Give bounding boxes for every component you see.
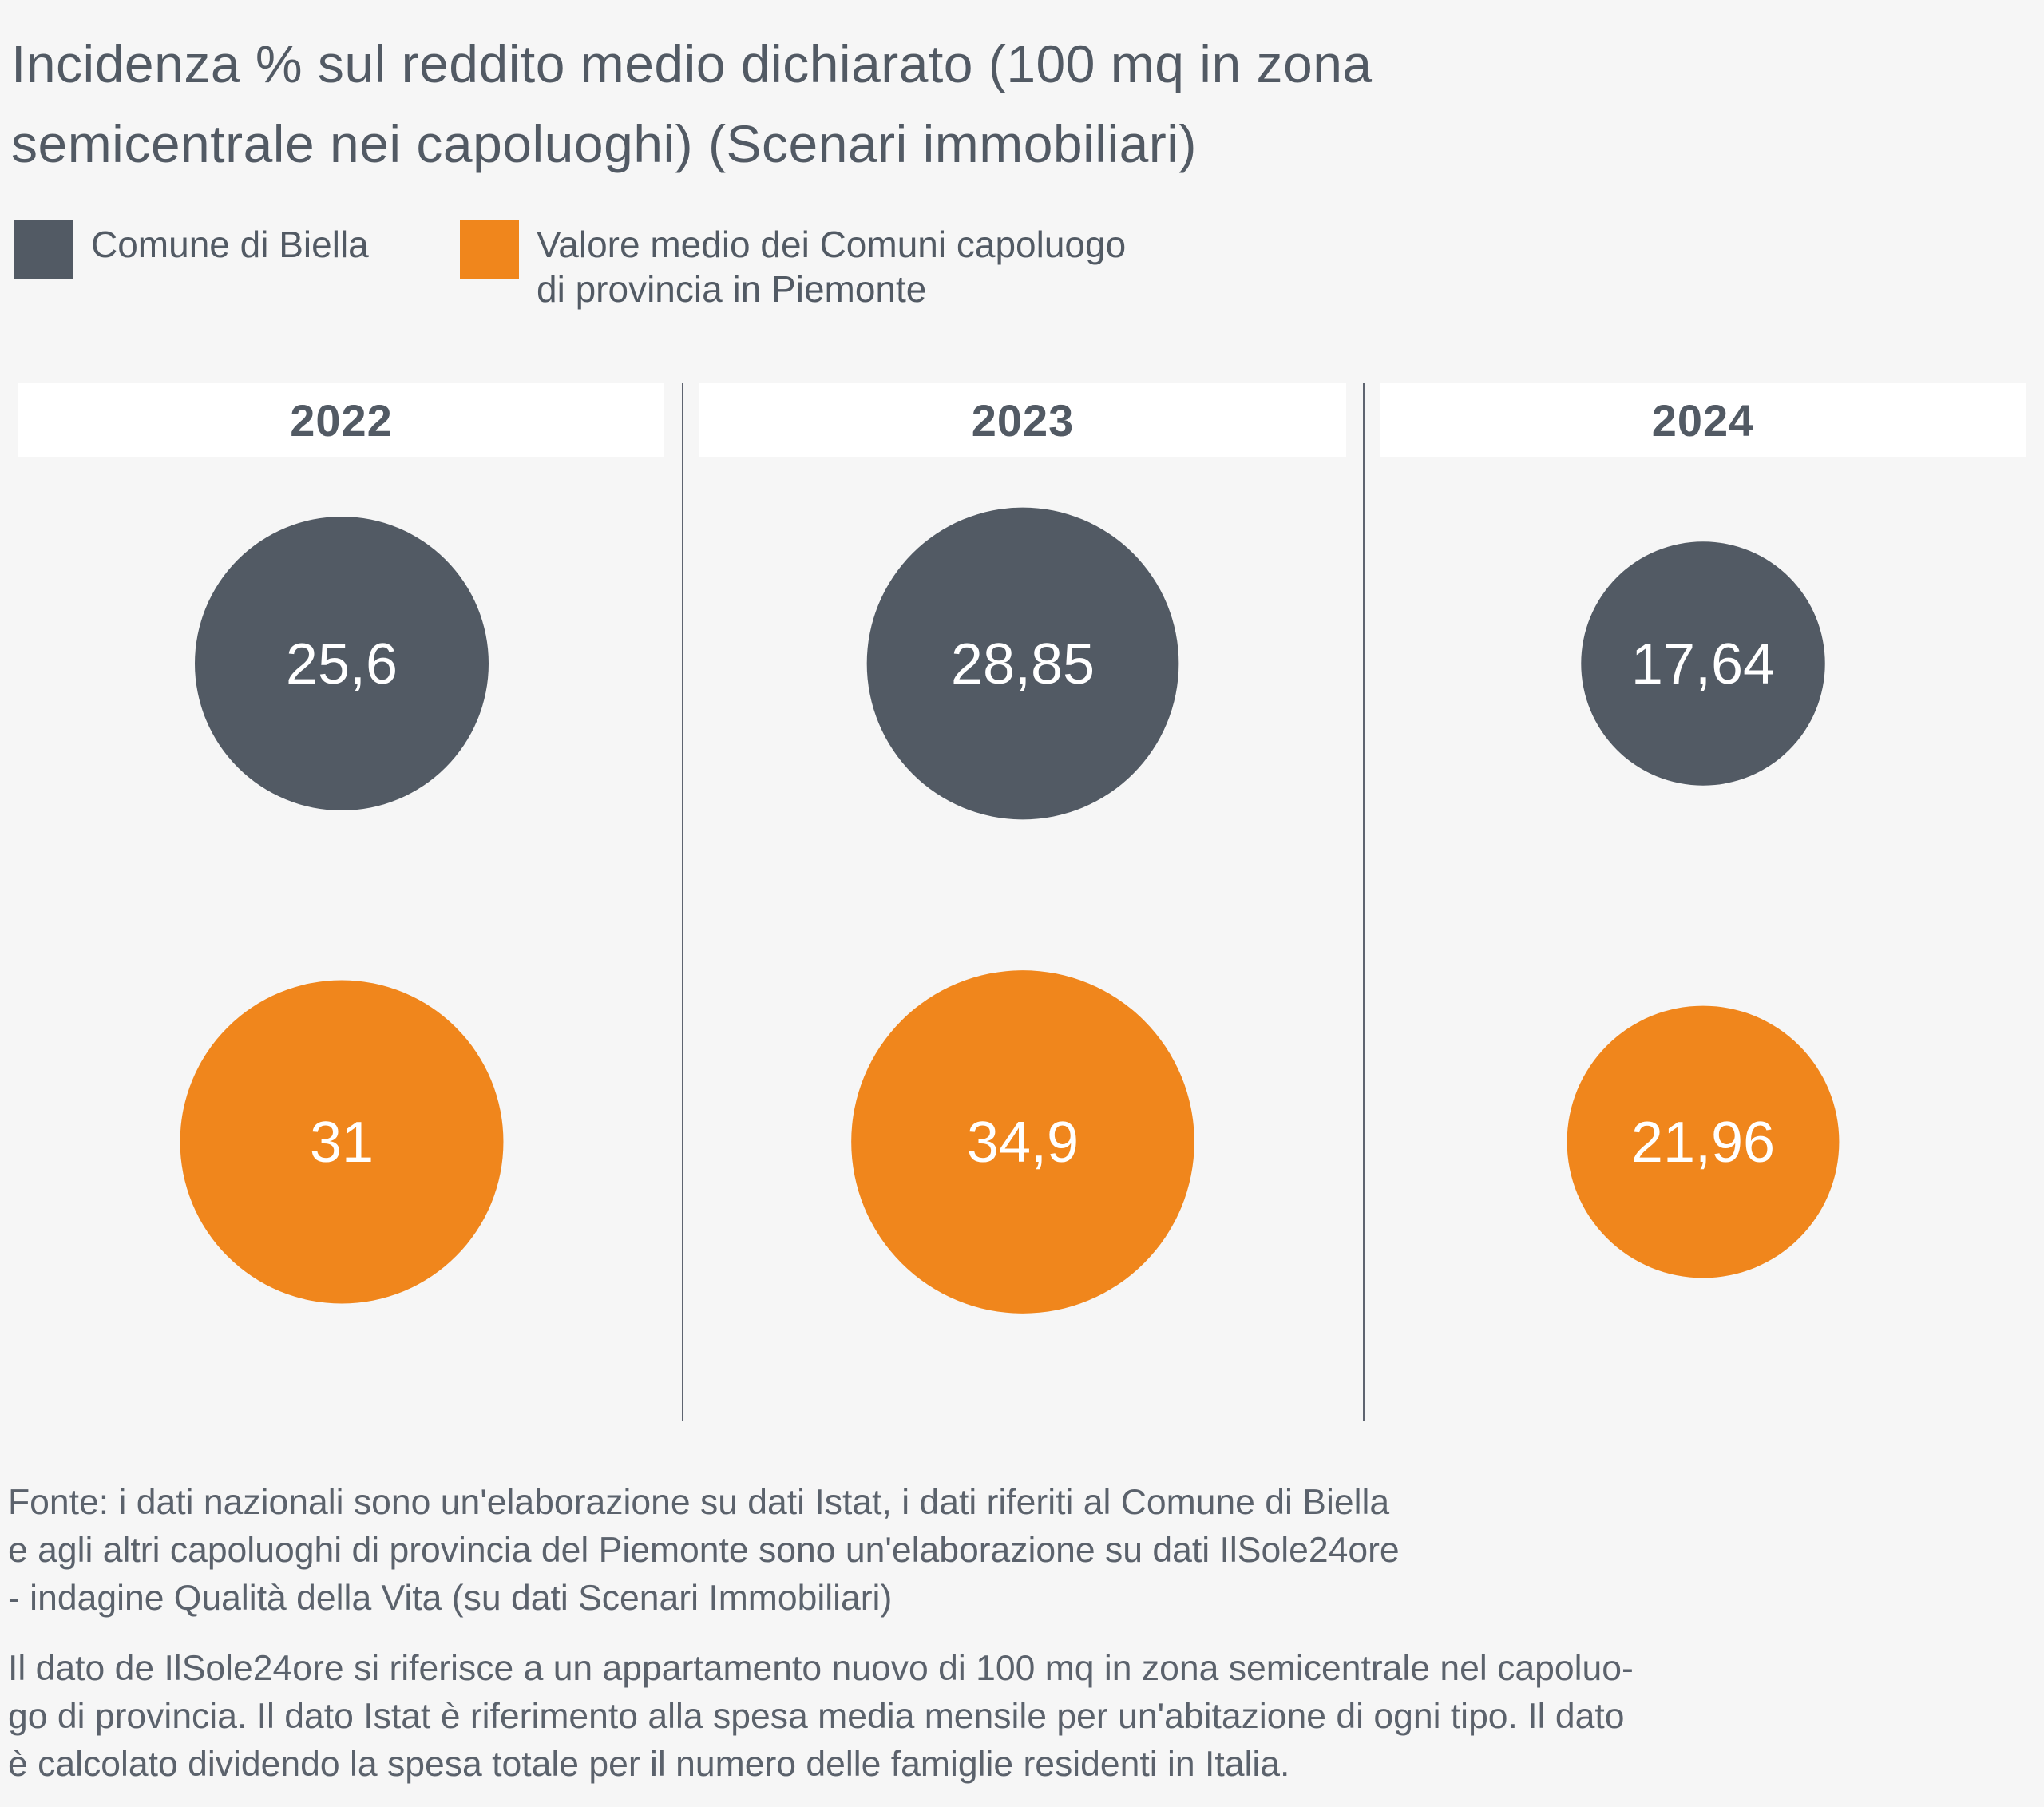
legend-label-piemonte: Valore medio dei Comuni capoluogo di pro… xyxy=(537,222,1126,311)
year-header-2022: 2022 xyxy=(18,383,664,457)
bubble-value-label: 25,6 xyxy=(286,632,398,696)
year-header-2024: 2024 xyxy=(1380,383,2026,457)
footnote-line: go di provincia. Il dato Istat è riferim… xyxy=(8,1697,1625,1736)
bubble-biella-2024: 17,64 xyxy=(1581,541,1825,786)
footnote-line: - indagine Qualità della Vita (su dati S… xyxy=(8,1579,893,1618)
footnote-line: Fonte: i dati nazionali sono un'elaboraz… xyxy=(8,1483,1390,1522)
bubble-piemonte-2022: 31 xyxy=(180,980,504,1304)
bubble-circle xyxy=(851,970,1194,1314)
chart-title: Incidenza % sul reddito medio dichiarato… xyxy=(11,24,2007,184)
bubble-circle xyxy=(180,980,504,1304)
bubble-value-label: 21,96 xyxy=(1631,1111,1775,1175)
bubble-circle xyxy=(866,507,1179,820)
bubble-value-label: 28,85 xyxy=(951,632,1095,696)
bubble-value-label: 34,9 xyxy=(967,1111,1079,1175)
legend-label-line: Valore medio dei Comuni capoluogo xyxy=(537,224,1127,265)
legend-swatch-dark xyxy=(14,220,73,279)
panel-divider xyxy=(1363,383,1365,1421)
bubble-value-label: 17,64 xyxy=(1631,632,1775,696)
legend-label-line: Comune di Biella xyxy=(91,224,369,265)
footnote-note: Il dato de IlSole24ore si riferisce a un… xyxy=(8,1645,2036,1789)
footnote-line: Il dato de IlSole24ore si riferisce a un… xyxy=(8,1649,1634,1688)
chart-title-line-1: Incidenza % sul reddito medio dichiarato… xyxy=(11,34,1373,93)
bubble-value-label: 31 xyxy=(310,1111,374,1175)
bubble-circle xyxy=(1567,1005,1840,1278)
legend-label-biella: Comune di Biella xyxy=(91,222,369,267)
panel-divider xyxy=(682,383,683,1421)
bubble-piemonte-2024: 21,96 xyxy=(1567,1005,1840,1278)
bubble-biella-2022: 25,6 xyxy=(195,517,489,810)
bubble-piemonte-2023: 34,9 xyxy=(851,970,1194,1314)
legend-swatch-orange xyxy=(460,220,519,279)
footnote-source: Fonte: i dati nazionali sono un'elaboraz… xyxy=(8,1479,2036,1623)
legend-label-line: di provincia in Piemonte xyxy=(537,268,927,310)
chart-title-line-2: semicentrale nei capoluoghi) (Scenari im… xyxy=(11,114,1197,173)
bubble-circle xyxy=(195,517,489,810)
year-header-2023: 2023 xyxy=(699,383,1346,457)
footnote-line: è calcolato dividendo la spesa totale pe… xyxy=(8,1745,1290,1784)
footnote-line: e agli altri capoluoghi di provincia del… xyxy=(8,1531,1400,1570)
bubble-biella-2023: 28,85 xyxy=(866,507,1179,820)
bubble-circle xyxy=(1581,541,1825,786)
